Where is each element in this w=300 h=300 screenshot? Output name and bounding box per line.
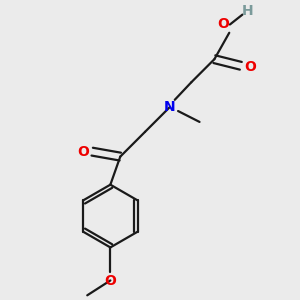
Text: O: O — [244, 60, 256, 74]
Text: H: H — [242, 4, 253, 18]
Text: O: O — [104, 274, 116, 288]
Text: N: N — [164, 100, 176, 114]
Text: O: O — [77, 145, 89, 159]
Text: O: O — [218, 17, 229, 31]
